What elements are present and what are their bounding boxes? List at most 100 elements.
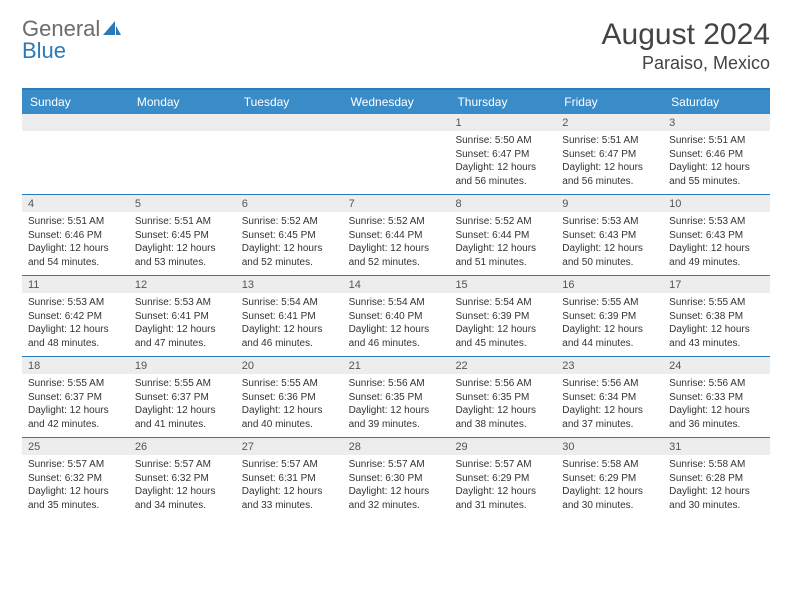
sunset-text: Sunset: 6:47 PM [455, 148, 550, 162]
calendar-day-cell: 19Sunrise: 5:55 AMSunset: 6:37 PMDayligh… [129, 357, 236, 437]
weekday-header-row: Sunday Monday Tuesday Wednesday Thursday… [22, 90, 770, 114]
title-block: August 2024 Paraiso, Mexico [602, 18, 770, 74]
weekday-header: Friday [556, 90, 663, 114]
sunset-text: Sunset: 6:37 PM [135, 391, 230, 405]
day-number: 17 [663, 276, 770, 293]
sunset-text: Sunset: 6:40 PM [349, 310, 444, 324]
calendar-day-cell: 5Sunrise: 5:51 AMSunset: 6:45 PMDaylight… [129, 195, 236, 275]
daylight-text: Daylight: 12 hours and 52 minutes. [349, 242, 444, 269]
page-header: General Blue August 2024 Paraiso, Mexico [22, 18, 770, 74]
daylight-text: Daylight: 12 hours and 37 minutes. [562, 404, 657, 431]
sunrise-text: Sunrise: 5:51 AM [669, 134, 764, 148]
day-number: 19 [129, 357, 236, 374]
calendar-day-cell: 8Sunrise: 5:52 AMSunset: 6:44 PMDaylight… [449, 195, 556, 275]
day-number: 2 [556, 114, 663, 131]
brand-word2: Blue [22, 38, 66, 63]
sunrise-text: Sunrise: 5:57 AM [349, 458, 444, 472]
sunset-text: Sunset: 6:47 PM [562, 148, 657, 162]
calendar-week-row: 18 Sunrise: 5:55 AM Sunset: 6:37 PM Dayligh… [22, 357, 770, 438]
day-number: . [22, 114, 129, 131]
sunset-text: Sunset: 6:35 PM [349, 391, 444, 405]
sunset-text: Sunset: 6:41 PM [242, 310, 337, 324]
day-number: . [343, 114, 450, 131]
daylight-text: Daylight: 12 hours and 48 minutes. [28, 323, 123, 350]
calendar-day-cell: 17Sunrise: 5:55 AMSunset: 6:38 PMDayligh… [663, 276, 770, 356]
day-number: 12 [129, 276, 236, 293]
sunrise-text: Sunrise: 5:55 AM [242, 377, 337, 391]
day-number: 16 [556, 276, 663, 293]
calendar-day-cell: 15Sunrise: 5:54 AMSunset: 6:39 PMDayligh… [449, 276, 556, 356]
sunrise-text: Sunrise: 5:54 AM [242, 296, 337, 310]
daylight-text: Daylight: 12 hours and 50 minutes. [562, 242, 657, 269]
calendar-day-cell: 6Sunrise: 5:52 AMSunset: 6:45 PMDaylight… [236, 195, 343, 275]
sunset-text: Sunset: 6:43 PM [669, 229, 764, 243]
day-number: 9 [556, 195, 663, 212]
calendar-day-cell: 25Sunrise: 5:57 AMSunset: 6:32 PMDayligh… [22, 438, 129, 518]
sunrise-text: Sunrise: 5:55 AM [28, 377, 123, 391]
daylight-text: Daylight: 12 hours and 56 minutes. [455, 161, 550, 188]
sunset-text: Sunset: 6:46 PM [669, 148, 764, 162]
calendar-day-cell: 18Sunrise: 5:55 AMSunset: 6:37 PMDayligh… [22, 357, 129, 437]
sunset-text: Sunset: 6:43 PM [562, 229, 657, 243]
weekday-header: Saturday [663, 90, 770, 114]
sunrise-text: Sunrise: 5:56 AM [455, 377, 550, 391]
sunrise-text: Sunrise: 5:52 AM [455, 215, 550, 229]
sunrise-text: Sunrise: 5:52 AM [242, 215, 337, 229]
sunrise-text: Sunrise: 5:56 AM [562, 377, 657, 391]
daylight-text: Daylight: 12 hours and 31 minutes. [455, 485, 550, 512]
sunset-text: Sunset: 6:45 PM [135, 229, 230, 243]
sunrise-text: Sunrise: 5:53 AM [562, 215, 657, 229]
weekday-header: Monday [129, 90, 236, 114]
calendar-day-cell: 11Sunrise: 5:53 AMSunset: 6:42 PMDayligh… [22, 276, 129, 356]
sunset-text: Sunset: 6:32 PM [135, 472, 230, 486]
sunrise-text: Sunrise: 5:56 AM [349, 377, 444, 391]
calendar-day-cell: 16Sunrise: 5:55 AMSunset: 6:39 PMDayligh… [556, 276, 663, 356]
calendar-day-cell: 1Sunrise: 5:50 AMSunset: 6:47 PMDaylight… [449, 114, 556, 194]
daylight-text: Daylight: 12 hours and 38 minutes. [455, 404, 550, 431]
sunset-text: Sunset: 6:29 PM [562, 472, 657, 486]
calendar-day-cell: 30Sunrise: 5:58 AMSunset: 6:29 PMDayligh… [556, 438, 663, 518]
sunrise-text: Sunrise: 5:53 AM [28, 296, 123, 310]
daylight-text: Daylight: 12 hours and 34 minutes. [135, 485, 230, 512]
day-number: 18 [22, 357, 129, 374]
calendar-day-cell: 13Sunrise: 5:54 AMSunset: 6:41 PMDayligh… [236, 276, 343, 356]
daylight-text: Daylight: 12 hours and 49 minutes. [669, 242, 764, 269]
day-number: 29 [449, 438, 556, 455]
sunrise-text: Sunrise: 5:58 AM [669, 458, 764, 472]
calendar-grid: Sunday Monday Tuesday Wednesday Thursday… [22, 88, 770, 518]
day-number: 21 [343, 357, 450, 374]
sunset-text: Sunset: 6:29 PM [455, 472, 550, 486]
calendar-day-cell: 29Sunrise: 5:57 AMSunset: 6:29 PMDayligh… [449, 438, 556, 518]
calendar-week-row: 25Sunrise: 5:57 AMSunset: 6:32 PMDayligh… [22, 438, 770, 518]
sunrise-text: Sunrise: 5:57 AM [28, 458, 123, 472]
sunset-text: Sunset: 6:33 PM [669, 391, 764, 405]
sunset-text: Sunset: 6:30 PM [349, 472, 444, 486]
calendar-week-row: 11Sunrise: 5:53 AMSunset: 6:42 PMDayligh… [22, 276, 770, 357]
daylight-text: Daylight: 12 hours and 30 minutes. [669, 485, 764, 512]
sunset-text: Sunset: 6:44 PM [455, 229, 550, 243]
calendar-day-cell: 23Sunrise: 5:56 AMSunset: 6:34 PMDayligh… [556, 357, 663, 437]
daylight-text: Daylight: 12 hours and 55 minutes. [669, 161, 764, 188]
daylight-text: Daylight: 12 hours and 52 minutes. [242, 242, 337, 269]
sunset-text: Sunset: 6:39 PM [455, 310, 550, 324]
day-number: 7 [343, 195, 450, 212]
daylight-text: Daylight: 12 hours and 51 minutes. [455, 242, 550, 269]
sunrise-text: Sunrise: 5:57 AM [135, 458, 230, 472]
calendar-day-cell: 24Sunrise: 5:56 AMSunset: 6:33 PMDayligh… [663, 357, 770, 437]
sunrise-text: Sunrise: 5:50 AM [455, 134, 550, 148]
daylight-text: Daylight: 12 hours and 46 minutes. [242, 323, 337, 350]
daylight-text: Daylight: 12 hours and 35 minutes. [28, 485, 123, 512]
calendar-day-cell: 26 Sunrise: 5:57 AMSunset: 6:32 PMDayligh… [129, 438, 236, 518]
calendar-day-cell: 20Sunrise: 5:55 AMSunset: 6:36 PMDayligh… [236, 357, 343, 437]
day-number: 30 [556, 438, 663, 455]
sunset-text: Sunset: 6:41 PM [135, 310, 230, 324]
sunset-text: Sunset: 6:39 PM [562, 310, 657, 324]
sunset-text: Sunset: 6:42 PM [28, 310, 123, 324]
day-number: 26 [129, 438, 236, 455]
daylight-text: Daylight: 12 hours and 43 minutes. [669, 323, 764, 350]
sunrise-text: Sunrise: 5:54 AM [349, 296, 444, 310]
weekday-header: Thursday [449, 90, 556, 114]
day-number: 15 [449, 276, 556, 293]
daylight-text: Daylight: 12 hours and 30 minutes. [562, 485, 657, 512]
daylight-text: Daylight: 12 hours and 45 minutes. [455, 323, 550, 350]
